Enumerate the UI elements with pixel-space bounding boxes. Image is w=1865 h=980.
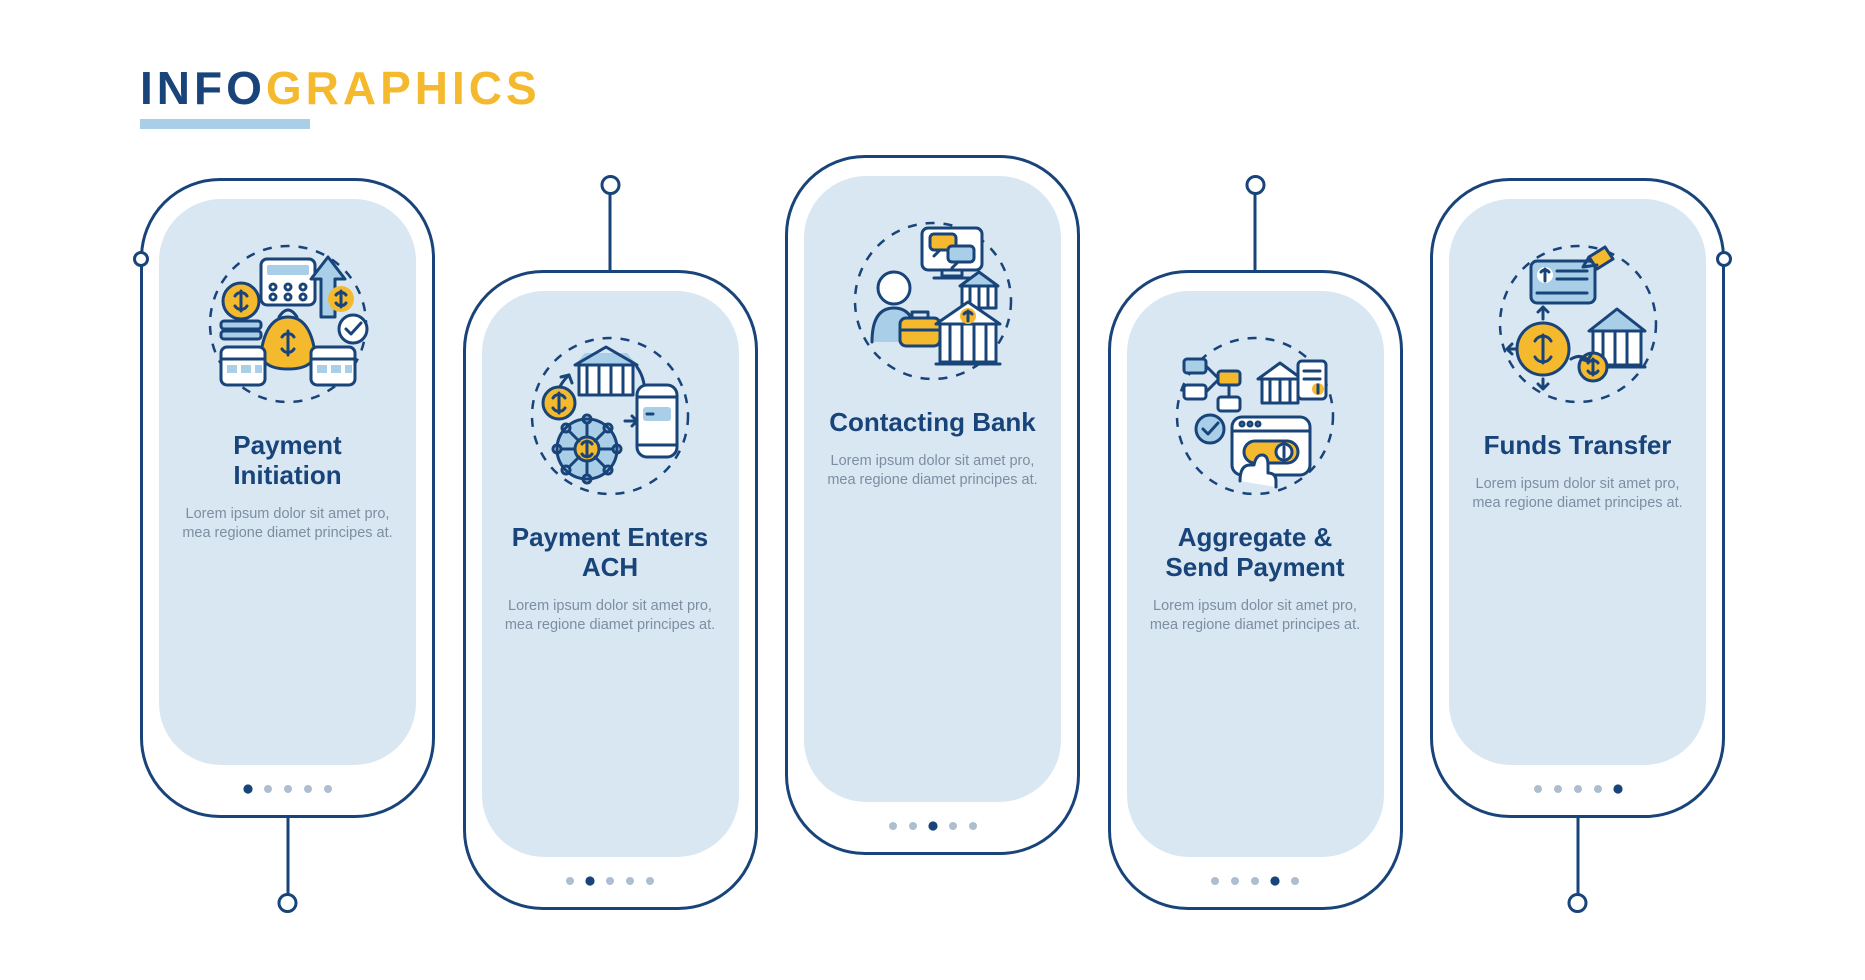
dots	[1433, 785, 1722, 793]
card-title: Aggregate & Send Payment	[1149, 523, 1362, 583]
card-body: Lorem ipsum dolor sit amet pro, mea regi…	[1149, 597, 1362, 636]
card-funds-transfer: Funds Transfer Lorem ipsum dolor sit ame…	[1430, 178, 1725, 818]
connector	[609, 193, 612, 273]
card-payment-enters-ach: Payment Enters ACH Lorem ipsum dolor sit…	[463, 270, 758, 910]
payment-initiation-icon	[203, 239, 373, 409]
connector	[286, 815, 289, 895]
end-knob	[1716, 251, 1732, 267]
card-body: Lorem ipsum dolor sit amet pro, mea regi…	[1471, 475, 1684, 514]
card-body: Lorem ipsum dolor sit amet pro, mea regi…	[181, 505, 394, 544]
dots	[466, 877, 755, 885]
contacting-bank-icon	[848, 216, 1018, 386]
ach-network-icon	[525, 331, 695, 501]
dots	[143, 785, 432, 793]
card-title: Payment Enters ACH	[504, 523, 717, 583]
card-title: Contacting Bank	[829, 408, 1036, 438]
connector	[1576, 815, 1579, 895]
connector	[1254, 193, 1257, 273]
aggregate-send-icon	[1170, 331, 1340, 501]
card-body: Lorem ipsum dolor sit amet pro, mea regi…	[504, 597, 717, 636]
start-knob	[133, 251, 149, 267]
card-title: Payment Initiation	[181, 431, 394, 491]
dots	[1111, 877, 1400, 885]
card-pill: Aggregate & Send Payment Lorem ipsum dol…	[1127, 291, 1384, 857]
dots	[788, 822, 1077, 830]
card-body: Lorem ipsum dolor sit amet pro, mea regi…	[826, 452, 1039, 491]
card-aggregate-send-payment: Aggregate & Send Payment Lorem ipsum dol…	[1108, 270, 1403, 910]
card-contacting-bank: Contacting Bank Lorem ipsum dolor sit am…	[785, 155, 1080, 855]
cards-row: Payment Initiation Lorem ipsum dolor sit…	[140, 90, 1725, 920]
card-title: Funds Transfer	[1484, 431, 1672, 461]
card-pill: Contacting Bank Lorem ipsum dolor sit am…	[804, 176, 1061, 802]
card-pill: Funds Transfer Lorem ipsum dolor sit ame…	[1449, 199, 1706, 765]
card-pill: Payment Enters ACH Lorem ipsum dolor sit…	[482, 291, 739, 857]
funds-transfer-icon	[1493, 239, 1663, 409]
card-payment-initiation: Payment Initiation Lorem ipsum dolor sit…	[140, 178, 435, 818]
card-pill: Payment Initiation Lorem ipsum dolor sit…	[159, 199, 416, 765]
